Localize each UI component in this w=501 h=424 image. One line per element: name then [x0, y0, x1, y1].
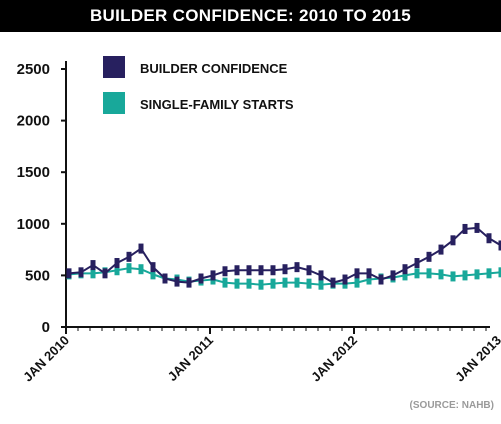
y-tick-label: 500 — [25, 267, 50, 284]
data-point-single-family-starts — [450, 271, 456, 282]
data-point-single-family-starts — [438, 269, 444, 280]
data-point-builder-confidence — [402, 264, 408, 275]
data-point-builder-confidence — [282, 264, 288, 275]
data-point-builder-confidence — [486, 233, 492, 244]
data-point-builder-confidence — [366, 268, 372, 279]
data-point-builder-confidence — [258, 265, 264, 276]
data-point-builder-confidence — [138, 243, 144, 254]
data-point-single-family-starts — [282, 277, 288, 288]
data-point-builder-confidence — [342, 274, 348, 285]
data-point-single-family-starts — [234, 278, 240, 289]
legend-swatch-builder-confidence — [103, 56, 125, 78]
data-point-builder-confidence — [210, 270, 216, 281]
data-point-builder-confidence — [426, 251, 432, 262]
legend: BUILDER CONFIDENCE SINGLE-FAMILY STARTS — [103, 56, 294, 114]
data-point-builder-confidence — [174, 276, 180, 287]
data-point-single-family-starts — [114, 265, 120, 276]
data-point-builder-confidence — [450, 235, 456, 246]
y-tick-label: 0 — [42, 319, 50, 336]
data-point-single-family-starts — [474, 269, 480, 280]
chart: 0 500 1000 1500 2000 2500 JAN 2010 JAN 2011 JAN … — [17, 56, 501, 411]
legend-swatch-single-family-starts — [103, 92, 125, 114]
data-point-single-family-starts — [150, 269, 156, 280]
x-tick-label: JAN 2011 — [165, 333, 216, 384]
legend-label-builder-confidence: BUILDER CONFIDENCE — [140, 61, 288, 76]
data-point-single-family-starts — [414, 268, 420, 279]
y-tick-label: 1000 — [17, 216, 50, 233]
series-line-single-family-starts — [68, 267, 501, 286]
data-point-single-family-starts — [426, 268, 432, 279]
data-point-single-family-starts — [462, 270, 468, 281]
y-tick-label: 2500 — [17, 61, 50, 78]
data-point-builder-confidence — [234, 265, 240, 276]
data-point-builder-confidence — [78, 267, 84, 278]
chart-title: BUILDER CONFIDENCE: 2010 TO 2015 — [0, 0, 501, 32]
data-point-builder-confidence — [306, 265, 312, 276]
data-point-builder-confidence — [162, 273, 168, 284]
data-point-builder-confidence — [462, 223, 468, 234]
data-point-single-family-starts — [402, 270, 408, 281]
data-point-single-family-starts — [498, 267, 501, 278]
data-point-builder-confidence — [378, 274, 384, 285]
data-point-builder-confidence — [114, 258, 120, 269]
data-point-builder-confidence — [498, 240, 501, 251]
data-point-builder-confidence — [126, 251, 132, 262]
data-point-builder-confidence — [270, 265, 276, 276]
x-tick-label: JAN 2012 — [308, 333, 360, 385]
data-point-single-family-starts — [486, 268, 492, 279]
data-point-builder-confidence — [66, 268, 72, 279]
data-point-builder-confidence — [330, 277, 336, 288]
data-point-single-family-starts — [138, 264, 144, 275]
y-tick-label: 2000 — [17, 113, 50, 130]
data-point-builder-confidence — [90, 260, 96, 271]
data-point-builder-confidence — [390, 270, 396, 281]
data-point-builder-confidence — [102, 268, 108, 279]
data-point-single-family-starts — [222, 277, 228, 288]
data-point-single-family-starts — [126, 263, 132, 274]
data-point-single-family-starts — [270, 278, 276, 289]
data-point-builder-confidence — [198, 273, 204, 284]
data-point-single-family-starts — [366, 274, 372, 285]
data-point-single-family-starts — [246, 278, 252, 289]
data-point-builder-confidence — [186, 277, 192, 288]
data-point-builder-confidence — [294, 262, 300, 273]
data-point-single-family-starts — [294, 277, 300, 288]
data-point-single-family-starts — [90, 268, 96, 279]
legend-label-single-family-starts: SINGLE-FAMILY STARTS — [140, 97, 294, 112]
data-point-single-family-starts — [306, 278, 312, 289]
data-point-builder-confidence — [474, 222, 480, 233]
source-note: (SOURCE: NAHB) — [410, 400, 494, 411]
series-line-builder-confidence — [68, 226, 501, 284]
x-tick-label: JAN 2013 — [452, 333, 501, 385]
data-point-builder-confidence — [246, 265, 252, 276]
data-point-builder-confidence — [318, 270, 324, 281]
data-point-builder-confidence — [354, 268, 360, 279]
data-point-single-family-starts — [318, 279, 324, 290]
data-point-builder-confidence — [150, 262, 156, 273]
x-tick-label: JAN 2010 — [20, 333, 72, 385]
data-point-builder-confidence — [438, 244, 444, 255]
data-point-builder-confidence — [414, 258, 420, 269]
data-point-single-family-starts — [354, 277, 360, 288]
data-point-single-family-starts — [258, 279, 264, 290]
data-point-builder-confidence — [222, 266, 228, 277]
series-layer — [66, 222, 501, 290]
y-tick-label: 1500 — [17, 164, 50, 181]
